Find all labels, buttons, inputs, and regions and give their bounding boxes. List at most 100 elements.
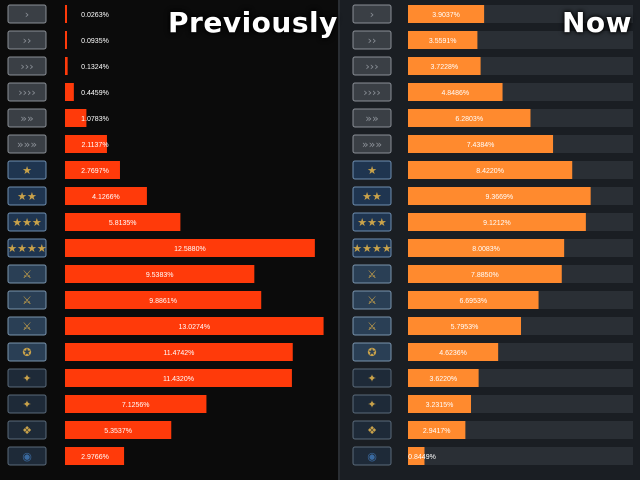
previous-bar (65, 109, 87, 127)
previous-bar (65, 343, 293, 361)
previous-bar (65, 265, 255, 283)
now-bar-label: 8.0083% (472, 246, 500, 253)
global-elite-icon: ◉ (352, 446, 392, 466)
now-bar-label: 3.2315% (426, 402, 454, 409)
now-bar (408, 31, 478, 49)
svg-text:›: › (370, 8, 374, 21)
now-bar (408, 5, 485, 23)
now-bar (408, 265, 562, 283)
gold-nova-master-icon: ★★★★ (7, 238, 47, 258)
previous-bar (65, 369, 292, 387)
gold-nova-1-icon: ★ (352, 160, 392, 180)
previous-bar-label: 11.4320% (163, 376, 194, 383)
previous-bar-label: 12.5880% (174, 246, 206, 253)
previous-bar (65, 213, 181, 231)
now-bar (408, 57, 481, 75)
previous-bar (65, 83, 74, 101)
svg-text:★★: ★★ (17, 190, 37, 203)
svg-text:››: ›› (368, 34, 377, 47)
previous-bar-label: 9.8861% (149, 298, 177, 305)
now-bar-label: 3.9037% (432, 12, 460, 19)
svg-text:✪: ✪ (22, 346, 31, 359)
previous-bar-label: 11.4742% (163, 350, 194, 357)
silver-2-icon: ›› (7, 30, 47, 50)
previous-bar (65, 187, 147, 205)
gold-nova-master-icon: ★★★★ (352, 238, 392, 258)
previous-bar (65, 291, 262, 309)
now-bar (408, 83, 503, 101)
svg-text:⚔: ⚔ (367, 268, 377, 281)
previous-bar (65, 421, 172, 439)
now-bar-label: 3.6220% (429, 376, 457, 383)
svg-text:◉: ◉ (22, 450, 32, 463)
previous-bar-label: 0.4459% (81, 90, 109, 97)
now-bar-label: 7.4384% (467, 142, 495, 149)
svg-text:❖: ❖ (22, 424, 32, 437)
now-bar-label: 9.3669% (486, 194, 514, 201)
silver-elite-master-icon: »»» (352, 134, 392, 154)
gold-nova-3-icon: ★★★ (7, 212, 47, 232)
now-bar-label: 5.7953% (451, 324, 479, 331)
svg-text:★: ★ (22, 164, 32, 177)
master-guardian-1-icon: ⚔ (7, 264, 47, 284)
now-bar-label: 3.7228% (430, 64, 458, 71)
legendary-eagle-icon: ✦ (352, 368, 392, 388)
silver-elite-icon: »» (7, 108, 47, 128)
silver-3-icon: ››› (7, 56, 47, 76)
previous-bar-label: 0.1324% (81, 64, 109, 71)
now-bar-label: 9.1212% (483, 220, 511, 227)
svg-text:››››: ›››› (18, 86, 36, 99)
now-bar (408, 291, 539, 309)
svg-text:★★★: ★★★ (357, 216, 387, 229)
silver-elite-icon: »» (352, 108, 392, 128)
gold-nova-2-icon: ★★ (7, 186, 47, 206)
svg-text:»»»: »»» (362, 138, 382, 151)
gold-nova-1-icon: ★ (7, 160, 47, 180)
legendary-eagle-icon: ✦ (7, 368, 47, 388)
now-bar-label: 4.6236% (439, 350, 467, 357)
svg-text:✦: ✦ (22, 398, 31, 411)
previous-bar (65, 447, 125, 465)
previous-bar-label: 9.5383% (146, 272, 174, 279)
now-bar (408, 395, 472, 413)
now-bar (408, 239, 565, 257)
svg-text:★★: ★★ (362, 190, 382, 203)
svg-text:★★★★: ★★★★ (352, 242, 392, 255)
distinguished-master-guardian-icon: ✪ (7, 342, 47, 362)
svg-text:⚔: ⚔ (367, 294, 377, 307)
now-bar (408, 109, 531, 127)
now-bar-label: 0.8449% (408, 454, 436, 461)
svg-text:◉: ◉ (367, 450, 377, 463)
svg-text:›››: ››› (20, 60, 33, 73)
previous-heading: Previously (168, 6, 338, 39)
previous-bar (65, 31, 67, 49)
now-bar (408, 135, 554, 153)
previous-bar-label: 2.9766% (81, 454, 109, 461)
legendary-eagle-master-icon: ✦ (352, 394, 392, 414)
svg-text:››››: ›››› (363, 86, 381, 99)
svg-text:✦: ✦ (367, 372, 376, 385)
svg-text:››: ›› (23, 34, 32, 47)
previous-bar-label: 0.0935% (81, 38, 109, 45)
previous-bar-label: 4.1266% (92, 194, 120, 201)
master-guardian-elite-icon: ⚔ (352, 316, 392, 336)
now-bar-label: 7.8850% (471, 272, 499, 279)
now-bar-label: 6.6953% (459, 298, 487, 305)
svg-text:»»: »» (20, 112, 33, 125)
silver-4-icon: ›››› (7, 82, 47, 102)
master-guardian-1-icon: ⚔ (352, 264, 392, 284)
previous-bar-label: 0.0263% (81, 12, 109, 19)
supreme-master-first-class-icon: ❖ (352, 420, 392, 440)
previous-bar (65, 239, 315, 257)
global-elite-icon: ◉ (7, 446, 47, 466)
previous-bar-label: 2.1137% (81, 142, 108, 149)
now-bar-label: 4.8486% (441, 90, 469, 97)
silver-elite-master-icon: »»» (7, 134, 47, 154)
now-bar (408, 161, 573, 179)
now-bar-label: 6.2803% (455, 116, 483, 123)
previous-bar (65, 135, 107, 153)
now-bar-track (408, 447, 633, 465)
svg-text:✪: ✪ (367, 346, 376, 359)
svg-text:★★★: ★★★ (12, 216, 42, 229)
